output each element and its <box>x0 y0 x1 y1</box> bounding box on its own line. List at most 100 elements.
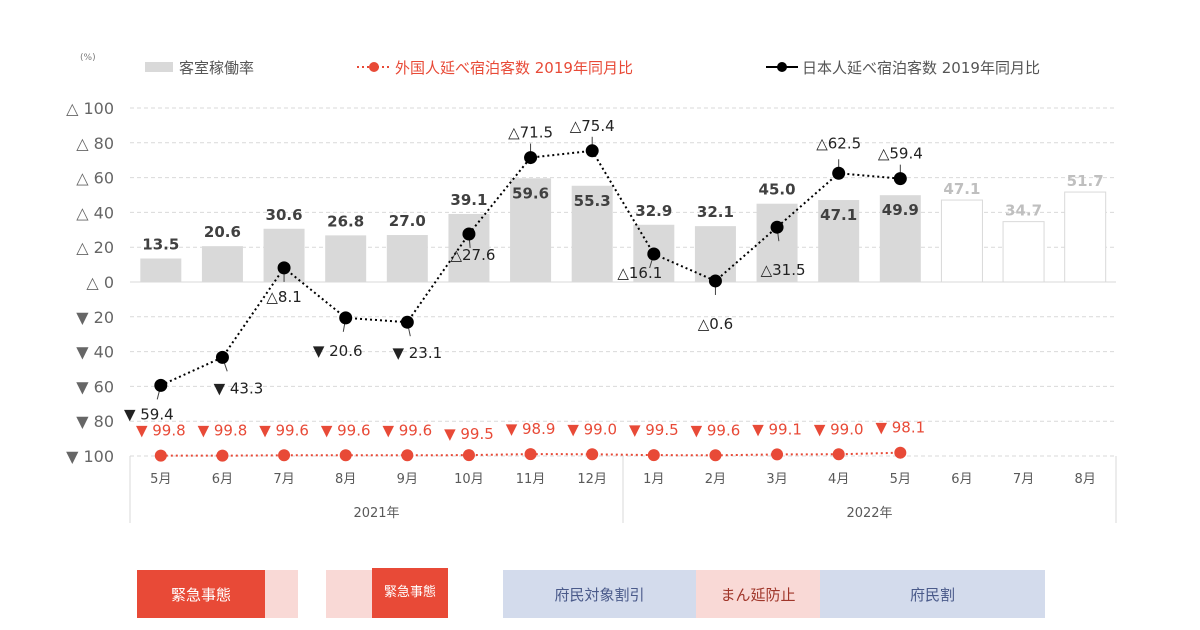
foreign-point <box>586 448 599 461</box>
japanese-point <box>339 311 353 325</box>
bar <box>325 235 367 282</box>
x-tick-label: 5月 <box>150 472 171 487</box>
combo-chart: △ 100 △ 80 △ 60 △ 40 △ 20 △ 0 ▼ 20 ▼ 40 ▼ 60 ▼ 80… <box>66 99 1117 523</box>
japanese-data-label: △0.6 <box>698 315 733 333</box>
foreign-point <box>216 449 229 462</box>
foreign-point <box>524 448 537 461</box>
legend-label-occupancy: 客室稼働率 <box>179 58 255 77</box>
japanese-point <box>277 261 291 275</box>
bar-forecast <box>1064 191 1107 283</box>
x-tick-label: 6月 <box>212 472 233 487</box>
japanese-point <box>893 172 907 186</box>
foreign-point <box>709 449 722 462</box>
y-tick-label: ▼ 60 <box>76 377 114 396</box>
japanese-point <box>215 350 229 364</box>
bar-data-label: 13.5 <box>142 236 179 254</box>
x-tick-label: 9月 <box>397 472 418 487</box>
dotted-line-marker-icon <box>357 62 391 72</box>
unit-label: (%) <box>80 53 96 63</box>
y-tick-label: △ 40 <box>76 203 114 222</box>
x-tick-label: 11月 <box>516 472 546 487</box>
phase-light <box>265 570 298 618</box>
year-group-label: 2021年 <box>353 506 399 521</box>
x-tick-label: 1月 <box>643 472 664 487</box>
japanese-data-label: ▼ 23.1 <box>392 344 442 362</box>
bar-data-label: 45.0 <box>759 181 796 199</box>
x-tick-label: 5月 <box>890 472 911 487</box>
y-tick-label: △ 60 <box>76 169 114 188</box>
phase-discount: 府民対象割引 <box>503 570 696 618</box>
bar-data-label: 20.6 <box>204 223 241 241</box>
x-tick-label: 6月 <box>951 472 972 487</box>
bar-data-label: 26.8 <box>327 212 364 230</box>
foreign-data-label: ▼ 99.1 <box>752 420 802 438</box>
y-tick-label: △ 80 <box>76 134 114 153</box>
x-tick-label: 4月 <box>828 472 849 487</box>
bar <box>201 246 243 282</box>
foreign-point <box>647 449 660 462</box>
japanese-data-label: △16.1 <box>617 264 662 282</box>
solid-line-marker-icon <box>766 62 798 72</box>
phase-discount: 府民割 <box>820 570 1045 618</box>
bar-swatch-icon <box>145 62 173 72</box>
bar-forecast <box>1002 221 1045 283</box>
phase-emergency: 緊急事態 <box>372 568 448 618</box>
bar-data-label: 32.9 <box>635 202 672 220</box>
bar-data-label: 59.6 <box>512 184 549 202</box>
bar-data-label: 39.1 <box>450 191 487 209</box>
legend-label-japanese: 日本人延べ宿泊客数 2019年同月比 <box>802 58 1040 77</box>
y-tick-label: ▼ 80 <box>76 412 114 431</box>
bar-data-label: 30.6 <box>266 206 303 224</box>
bar-data-label: 49.9 <box>882 201 919 219</box>
foreign-data-label: ▼ 99.8 <box>136 422 186 440</box>
legend-item-foreign: 外国人延べ宿泊客数 2019年同月比 <box>357 56 633 78</box>
bar <box>386 235 428 282</box>
y-tick-label: ▼ 100 <box>66 447 114 466</box>
phase-emergency: 緊急事態 <box>137 570 265 618</box>
japanese-data-label: △8.1 <box>266 288 301 306</box>
x-tick-label: 10月 <box>454 472 484 487</box>
japanese-point <box>832 166 846 180</box>
bar <box>448 213 490 282</box>
x-tick-label: 12月 <box>577 472 607 487</box>
foreign-point <box>401 449 414 462</box>
x-tick-label: 8月 <box>1075 472 1096 487</box>
japanese-data-label: △75.4 <box>570 117 615 135</box>
bar <box>879 195 921 282</box>
bar-data-label: 32.1 <box>697 203 734 221</box>
japanese-point <box>708 274 722 288</box>
bar <box>818 200 860 282</box>
japanese-data-label: △71.5 <box>508 124 553 142</box>
x-tick-label: 8月 <box>335 472 356 487</box>
foreign-point <box>154 449 167 462</box>
japanese-point <box>647 247 661 261</box>
foreign-point <box>771 448 784 461</box>
japanese-point <box>400 315 414 329</box>
bar <box>140 258 182 282</box>
japanese-point <box>585 144 599 158</box>
y-tick-label: △ 100 <box>66 99 114 118</box>
legend-item-occupancy: 客室稼働率 <box>145 56 254 78</box>
foreign-data-label: ▼ 99.5 <box>444 425 494 443</box>
foreign-data-label: ▼ 99.0 <box>567 420 617 438</box>
legend-item-japanese: 日本人延べ宿泊客数 2019年同月比 <box>766 56 1040 78</box>
japanese-data-label: △27.6 <box>450 246 495 264</box>
bar-data-label: 47.1 <box>820 206 857 224</box>
bar-data-label: 51.7 <box>1067 172 1104 190</box>
y-tick-label: △ 0 <box>86 273 114 292</box>
japanese-data-label: ▼ 43.3 <box>214 379 264 397</box>
foreign-point <box>832 448 845 461</box>
bar-data-label: 47.1 <box>943 180 980 198</box>
y-tick-label: ▼ 20 <box>76 308 114 327</box>
year-group-label: 2022年 <box>846 506 892 521</box>
x-tick-label: 7月 <box>1013 472 1034 487</box>
japanese-point <box>770 220 784 234</box>
japanese-data-label: ▼ 59.4 <box>124 405 174 423</box>
foreign-point <box>339 449 352 462</box>
bar-forecast <box>940 199 983 283</box>
foreign-data-label: ▼ 99.6 <box>691 421 741 439</box>
japanese-data-label: △59.4 <box>878 145 923 163</box>
foreign-data-label: ▼ 98.1 <box>875 419 925 437</box>
japanese-data-label: △62.5 <box>816 134 861 152</box>
bar-data-label: 27.0 <box>389 212 426 230</box>
